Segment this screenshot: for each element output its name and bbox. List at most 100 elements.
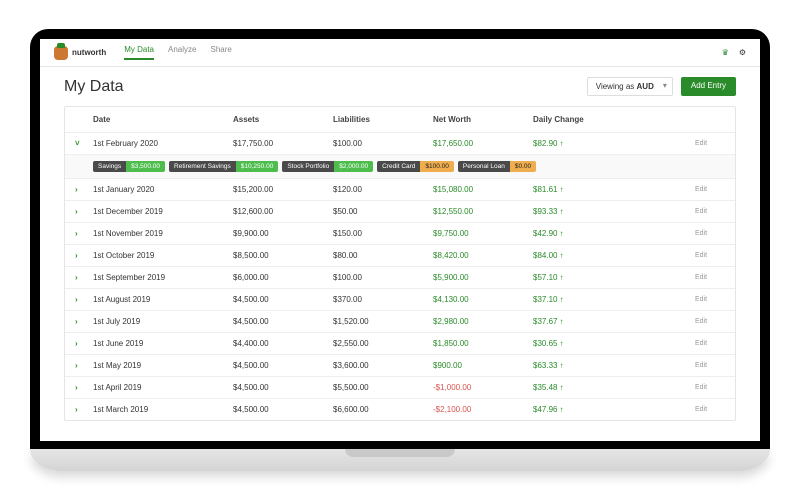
- gear-icon[interactable]: ⚙: [739, 48, 746, 57]
- edit-link[interactable]: Edit: [695, 362, 725, 369]
- cell-liabilities: $80.00: [333, 251, 433, 260]
- nav-tab[interactable]: Analyze: [168, 45, 196, 60]
- cell-date: 1st March 2019: [93, 405, 233, 414]
- cell-liabilities: $5,500.00: [333, 383, 433, 392]
- table-row[interactable]: ›1st March 2019$4,500.00$6,600.00-$2,100…: [65, 398, 735, 420]
- chevron-icon[interactable]: ›: [75, 295, 78, 304]
- edit-link[interactable]: Edit: [695, 230, 725, 237]
- cell-liabilities: $2,550.00: [333, 339, 433, 348]
- cell-assets: $9,900.00: [233, 229, 333, 238]
- table-row[interactable]: ›1st July 2019$4,500.00$1,520.00$2,980.0…: [65, 310, 735, 332]
- col-assets: Assets: [233, 115, 333, 124]
- head-actions: Viewing as AUD Add Entry: [587, 77, 736, 96]
- cell-change: $37.67↑: [533, 317, 633, 326]
- up-arrow-icon: ↑: [559, 207, 563, 216]
- chevron-icon[interactable]: ›: [75, 405, 78, 414]
- cell-networth: $17,650.00: [433, 139, 533, 148]
- cell-assets: $8,500.00: [233, 251, 333, 260]
- edit-link[interactable]: Edit: [695, 274, 725, 281]
- table-row[interactable]: ˅1st February 2020$17,750.00$100.00$17,6…: [65, 132, 735, 154]
- chevron-icon[interactable]: ˅: [75, 139, 80, 148]
- edit-link[interactable]: Edit: [695, 406, 725, 413]
- table-row[interactable]: ›1st November 2019$9,900.00$150.00$9,750…: [65, 222, 735, 244]
- cell-networth: -$1,000.00: [433, 383, 533, 392]
- cell-networth: $1,850.00: [433, 339, 533, 348]
- up-arrow-icon: ↑: [559, 273, 563, 282]
- cell-date: 1st August 2019: [93, 295, 233, 304]
- col-liabilities: Liabilities: [333, 115, 433, 124]
- cell-networth: $15,080.00: [433, 185, 533, 194]
- chevron-icon[interactable]: ›: [75, 317, 78, 326]
- crown-icon[interactable]: ♛: [722, 48, 729, 57]
- page-header: My Data Viewing as AUD Add Entry: [64, 77, 736, 96]
- cell-assets: $6,000.00: [233, 273, 333, 282]
- cell-liabilities: $100.00: [333, 139, 433, 148]
- cell-change: $47.96↑: [533, 405, 633, 414]
- edit-link[interactable]: Edit: [695, 208, 725, 215]
- asset-pill: Stock Portfolio$2,000.00: [282, 161, 373, 172]
- chevron-icon[interactable]: ›: [75, 361, 78, 370]
- add-entry-button[interactable]: Add Entry: [681, 77, 736, 96]
- cell-liabilities: $370.00: [333, 295, 433, 304]
- laptop-frame: nutworth My Data Analyze Share ♛ ⚙ My Data…: [30, 29, 770, 471]
- cell-assets: $4,500.00: [233, 295, 333, 304]
- cell-date: 1st July 2019: [93, 317, 233, 326]
- chevron-icon[interactable]: ›: [75, 339, 78, 348]
- cell-assets: $4,500.00: [233, 405, 333, 414]
- app-screen: nutworth My Data Analyze Share ♛ ⚙ My Data…: [40, 39, 760, 441]
- cell-change: $57.10↑: [533, 273, 633, 282]
- table-row[interactable]: › 1st October 2019$8,500.00$80.00$8,420.0…: [65, 244, 735, 266]
- cell-networth: $9,750.00: [433, 229, 533, 238]
- cell-change: $81.61↑: [533, 185, 633, 194]
- up-arrow-icon: ↑: [559, 139, 563, 148]
- cell-date: 1st October 2019: [93, 251, 233, 260]
- edit-link[interactable]: Edit: [695, 296, 725, 303]
- table-row[interactable]: ›1st December 2019$12,600.00$50.00$12,55…: [65, 200, 735, 222]
- up-arrow-icon: ↑: [559, 383, 563, 392]
- cell-date: 1st November 2019: [93, 229, 233, 238]
- chevron-icon[interactable]: ›: [75, 383, 78, 392]
- table-row[interactable]: ›1st June 2019$4,400.00$2,550.00$1,850.0…: [65, 332, 735, 354]
- table-row[interactable]: ›1st September 2019$6,000.00$100.00$5,90…: [65, 266, 735, 288]
- up-arrow-icon: ↑: [559, 339, 563, 348]
- currency-select[interactable]: Viewing as AUD: [587, 77, 673, 96]
- cell-networth: $8,420.00: [433, 251, 533, 260]
- chevron-icon[interactable]: ›: [75, 229, 78, 238]
- brand-logo[interactable]: nutworth: [54, 46, 106, 60]
- cell-assets: $15,200.00: [233, 185, 333, 194]
- laptop-notch: [345, 449, 455, 457]
- chevron-icon[interactable]: ›: [75, 185, 78, 194]
- nav-tab[interactable]: Share: [210, 45, 231, 60]
- liability-pill: Credit Card$100.00: [377, 161, 454, 172]
- currency-prefix: Viewing as: [596, 82, 637, 91]
- col-change: Daily Change: [533, 115, 633, 124]
- asset-pill: Savings$3,500.00: [93, 161, 165, 172]
- table-row[interactable]: ›1st April 2019$4,500.00$5,500.00-$1,000…: [65, 376, 735, 398]
- nav-tab[interactable]: My Data: [124, 45, 154, 60]
- table-row[interactable]: ›1st August 2019$4,500.00$370.00$4,130.0…: [65, 288, 735, 310]
- table-row[interactable]: ›1st January 2020$15,200.00$120.00$15,08…: [65, 178, 735, 200]
- cell-change: $82.90↑: [533, 139, 633, 148]
- table-row[interactable]: ›1st May 2019$4,500.00$3,600.00$900.00$6…: [65, 354, 735, 376]
- cell-change: $84.00↑: [533, 251, 633, 260]
- cell-liabilities: $50.00: [333, 207, 433, 216]
- up-arrow-icon: ↑: [559, 251, 563, 260]
- page-body: My Data Viewing as AUD Add Entry Date As…: [40, 67, 760, 441]
- page-title: My Data: [64, 78, 124, 96]
- cell-date: 1st February 2020: [93, 139, 233, 148]
- screen-bezel: nutworth My Data Analyze Share ♛ ⚙ My Data…: [30, 29, 770, 449]
- data-card: Date Assets Liabilities Net Worth Daily …: [64, 106, 736, 421]
- edit-link[interactable]: Edit: [695, 252, 725, 259]
- up-arrow-icon: ↑: [559, 185, 563, 194]
- edit-link[interactable]: Edit: [695, 318, 725, 325]
- edit-link[interactable]: Edit: [695, 186, 725, 193]
- edit-link[interactable]: Edit: [695, 140, 725, 147]
- laptop-base: [30, 449, 770, 471]
- edit-link[interactable]: Edit: [695, 384, 725, 391]
- chevron-icon[interactable]: ›: [75, 251, 78, 260]
- chevron-icon[interactable]: ›: [75, 207, 78, 216]
- edit-link[interactable]: Edit: [695, 340, 725, 347]
- cell-change: $35.48↑: [533, 383, 633, 392]
- chevron-icon[interactable]: ›: [75, 273, 78, 282]
- cell-networth: -$2,100.00: [433, 405, 533, 414]
